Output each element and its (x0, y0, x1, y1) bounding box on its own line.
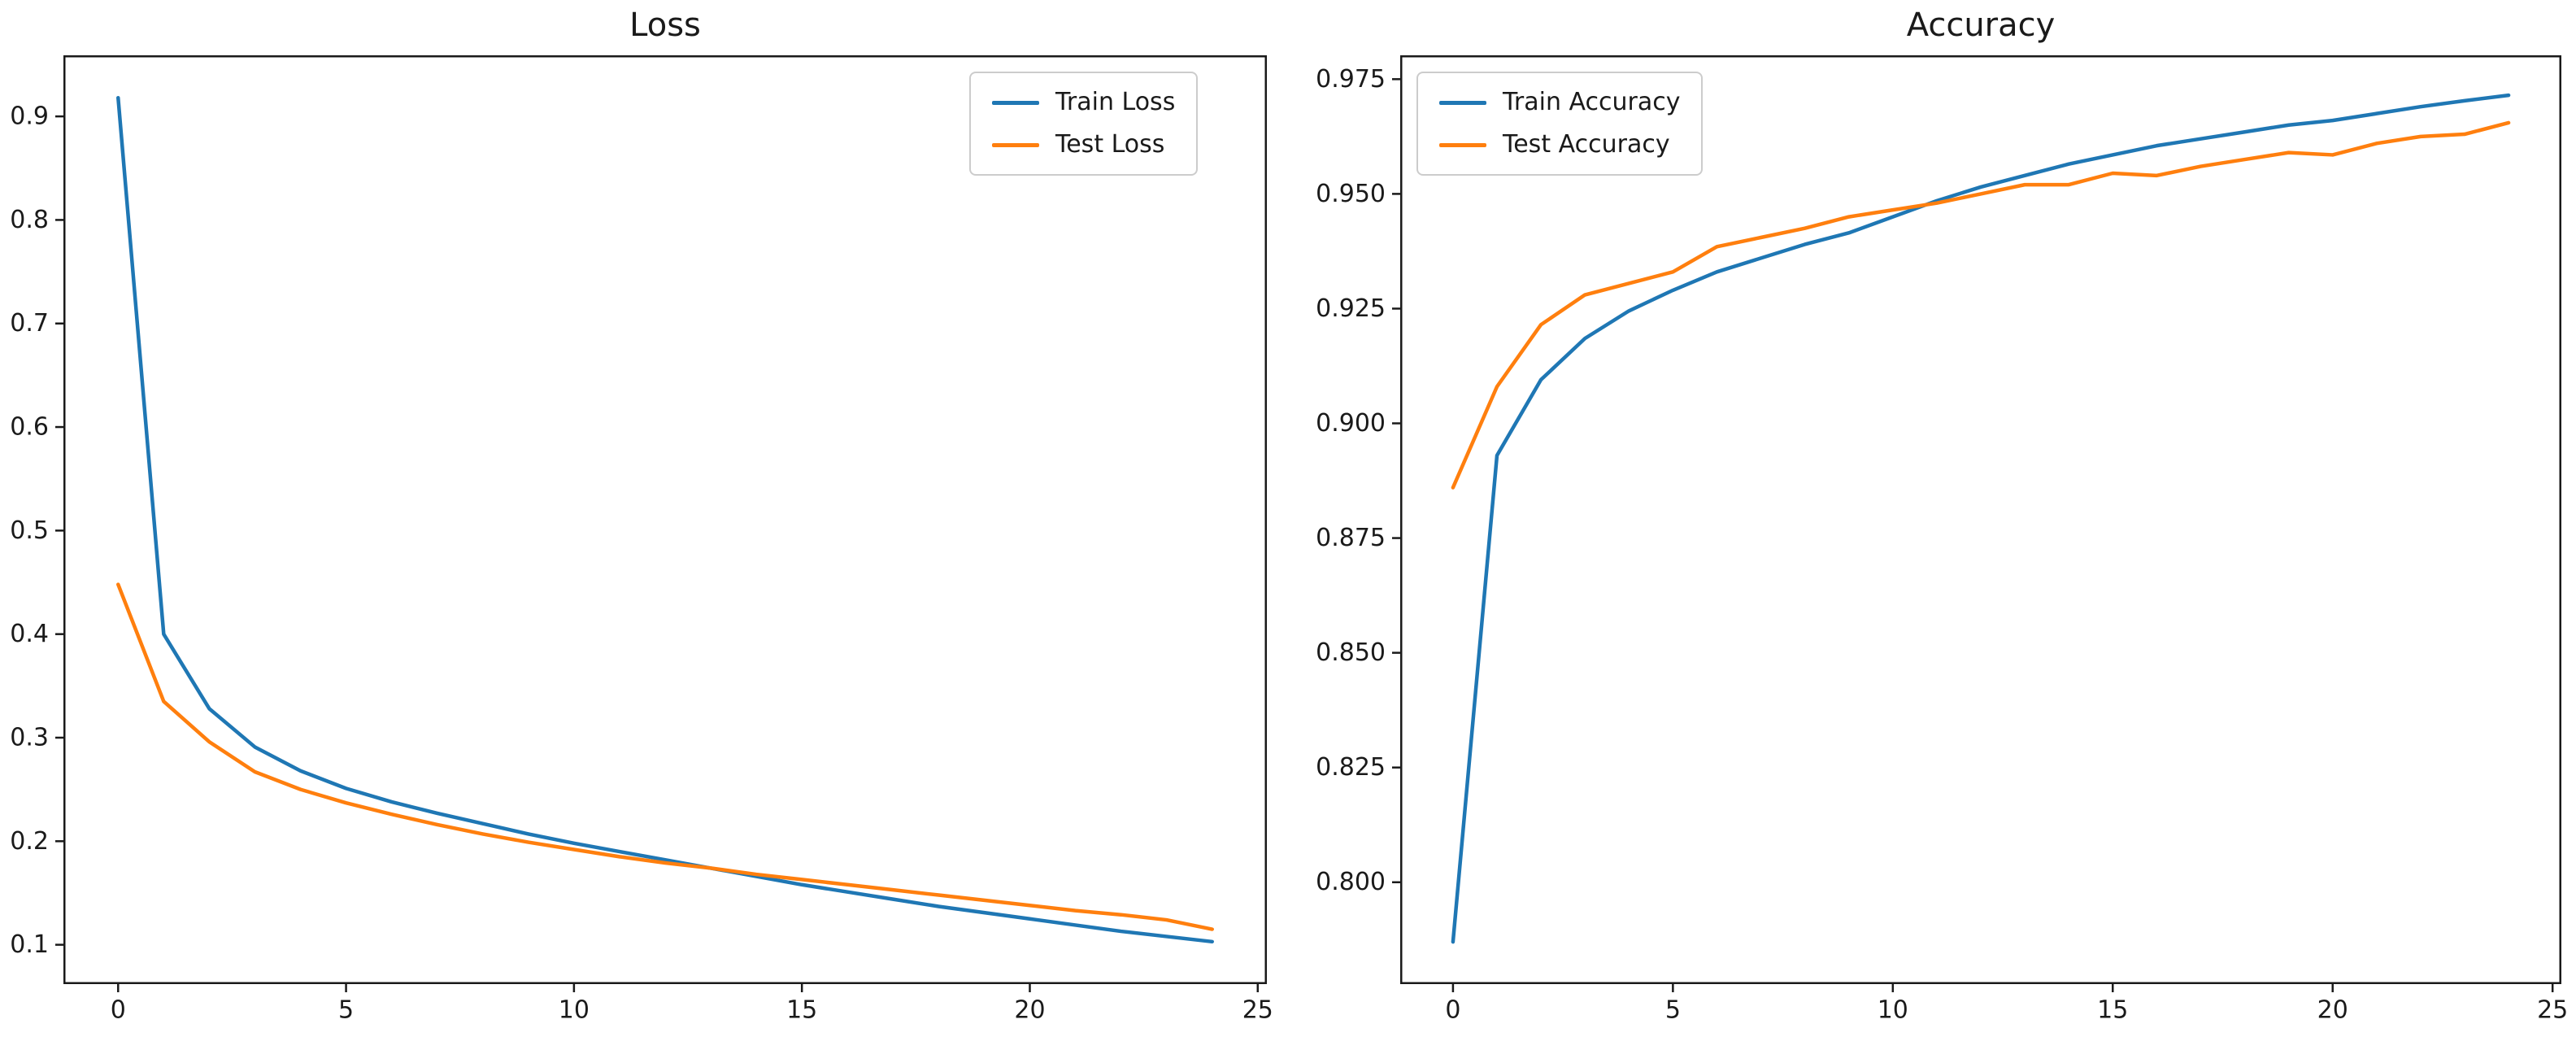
loss-x-tick-label: 25 (1242, 996, 1273, 1025)
accuracy-x-tick-label: 0 (1445, 996, 1460, 1025)
loss-y-tick-label: 0.6 (10, 413, 49, 442)
accuracy-x-axis: 0 5 10 15 20 25 (1445, 984, 2568, 1025)
train-accuracy-line (1451, 93, 2511, 944)
loss-y-tick-label: 0.2 (10, 827, 49, 856)
accuracy-x-tick-label: 25 (2537, 996, 2568, 1025)
legend-accuracy: Train Accuracy Test Accuracy (1416, 72, 1704, 176)
legend-label-train-loss: Train Loss (1055, 88, 1176, 116)
loss-y-tick-label: 0.7 (10, 309, 49, 338)
axes-accuracy: 0 5 10 15 20 25 0.800 0.825 0.850 0.875 0.900 0.925… (1316, 55, 2568, 1025)
accuracy-y-tick-label: 0.800 (1316, 868, 1386, 896)
accuracy-x-tick-label: 10 (1878, 996, 1908, 1025)
accuracy-y-axis: 0.800 0.825 0.850 0.875 0.900 0.925 0.950 0.975 (1316, 65, 1400, 896)
legend-item-test-loss: Test Loss (992, 130, 1175, 159)
accuracy-y-tick-label: 0.900 (1316, 409, 1386, 438)
legend-loss: Train Loss Test Loss (969, 72, 1199, 176)
loss-y-axis: 0.1 0.2 0.3 0.4 0.5 0.6 0.7 0.8 0.9 (10, 102, 63, 959)
loss-y-tick-label: 0.1 (10, 930, 49, 959)
accuracy-x-tick-label: 20 (2317, 996, 2348, 1025)
legend-item-train-accuracy: Train Accuracy (1439, 88, 1680, 117)
loss-x-tick-label: 5 (338, 996, 354, 1025)
legend-item-train-loss: Train Loss (992, 88, 1175, 117)
test-accuracy-line (1451, 120, 2511, 490)
train-accuracy-line-swatch (1439, 100, 1486, 105)
accuracy-y-tick-label: 0.875 (1316, 524, 1386, 552)
accuracy-x-tick-label: 15 (2097, 996, 2128, 1025)
accuracy-y-tick-label: 0.825 (1316, 753, 1386, 782)
accuracy-y-tick-label: 0.950 (1316, 180, 1386, 208)
plot-title-accuracy: Accuracy (1906, 7, 2056, 44)
loss-spines (63, 55, 1267, 984)
plot-title-loss: Loss (629, 7, 701, 44)
axes-loss: 0 5 10 15 20 25 0.1 0.2 0.3 0.4 0.5 0.6 0.7 0.8 0.9 (10, 55, 1273, 1025)
loss-y-tick-label: 0.9 (10, 102, 49, 131)
loss-x-tick-label: 15 (786, 996, 817, 1025)
test-loss-line (116, 582, 1214, 931)
loss-y-tick-label: 0.8 (10, 206, 49, 234)
loss-y-tick-label: 0.5 (10, 516, 49, 545)
train-loss-line-swatch (992, 100, 1039, 105)
loss-x-tick-label: 10 (559, 996, 590, 1025)
legend-item-test-accuracy: Test Accuracy (1439, 130, 1680, 159)
loss-y-tick-label: 0.3 (10, 723, 49, 752)
loss-x-axis: 0 5 10 15 20 25 (111, 984, 1273, 1025)
test-loss-line-swatch (992, 142, 1039, 147)
legend-label-test-accuracy: Test Accuracy (1503, 130, 1670, 159)
loss-y-tick-label: 0.4 (10, 620, 49, 648)
accuracy-y-tick-label: 0.850 (1316, 638, 1386, 667)
accuracy-y-tick-label: 0.925 (1316, 294, 1386, 323)
train-loss-line (116, 95, 1214, 944)
legend-label-test-loss: Test Loss (1055, 130, 1165, 159)
accuracy-x-tick-label: 5 (1665, 996, 1681, 1025)
accuracy-spines (1400, 55, 2561, 984)
legend-label-train-accuracy: Train Accuracy (1503, 88, 1681, 116)
loss-x-tick-label: 20 (1014, 996, 1045, 1025)
loss-x-tick-label: 0 (111, 996, 126, 1025)
accuracy-y-tick-label: 0.975 (1316, 65, 1386, 94)
test-accuracy-line-swatch (1439, 142, 1486, 147)
